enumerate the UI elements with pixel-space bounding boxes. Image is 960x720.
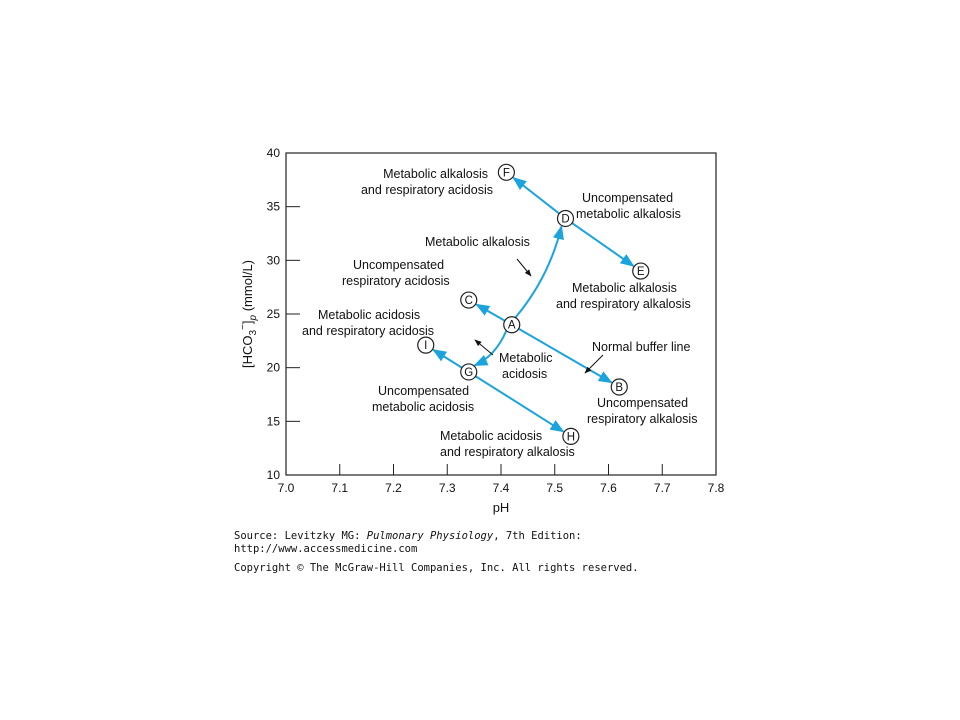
path-g-to-i [432, 349, 463, 369]
point-f [497, 163, 515, 181]
path-g-to-h [474, 375, 565, 433]
point-i [417, 336, 435, 354]
label-metabolic-acidosis-1: Metabolic [499, 351, 553, 365]
label-d-line1: Uncompensated [582, 191, 673, 205]
point-h [562, 427, 580, 445]
point-label-c: C [465, 295, 473, 307]
point-label-e: E [637, 266, 645, 278]
copyright-line: Copyright © The McGraw-Hill Companies, I… [234, 562, 639, 574]
point-e [632, 262, 650, 280]
label-i-line2: and respiratory acidosis [302, 324, 434, 338]
source-credits: Source: Levitzky MG: Pulmonary Physiolog… [234, 530, 639, 575]
label-e-line2: and respiratory alkalosis [556, 297, 691, 311]
x-tick-label: 7.7 [654, 481, 671, 495]
point-label-a: A [508, 320, 516, 332]
x-tick-label: 7.6 [600, 481, 617, 495]
point-label-i: I [424, 340, 427, 352]
y-tick-label: 30 [267, 253, 281, 267]
y-axis-title: [HCO3−]p (mmol/L) [238, 260, 259, 368]
label-d-line2: metabolic alkalosis [576, 207, 681, 221]
x-axis-title: pH [493, 500, 510, 515]
x-tick-label: 7.3 [439, 481, 456, 495]
x-tick-label: 7.8 [708, 481, 725, 495]
y-tick-label: 10 [267, 468, 281, 482]
label-g-line1: Uncompensated [378, 384, 469, 398]
label-metabolic-acidosis-2: acidosis [502, 367, 547, 381]
point-label-g: G [464, 367, 473, 379]
label-metabolic-alkalosis: Metabolic alkalosis [425, 235, 530, 249]
x-tick-label: 7.0 [278, 481, 295, 495]
book-title: Pulmonary Physiology [366, 530, 494, 542]
label-c-line2: respiratory acidosis [342, 274, 450, 288]
point-label-d: D [561, 213, 569, 225]
pointer-metabolic-alkalosis [516, 258, 532, 277]
point-b [610, 378, 628, 396]
x-tick-label: 7.5 [546, 481, 563, 495]
path-a-to-d [514, 225, 564, 319]
point-label-f: F [503, 167, 510, 179]
y-tick-label: 20 [267, 361, 281, 375]
x-axis: 7.0 7.1 7.2 7.3 7.4 7.5 7.6 7.7 7.8 [278, 464, 725, 495]
path-a-to-g [473, 330, 508, 367]
x-tick-label: 7.4 [493, 481, 510, 495]
y-tick-label: 35 [267, 200, 281, 214]
path-d-to-f [512, 176, 560, 215]
point-d [556, 209, 575, 228]
y-tick-label: 40 [267, 146, 281, 160]
label-normal-buffer: Normal buffer line [592, 340, 690, 354]
path-d-to-e [571, 222, 635, 267]
point-label-h: H [567, 431, 575, 443]
point-g [460, 363, 478, 381]
x-tick-label: 7.1 [331, 481, 348, 495]
y-axis: 10 15 20 25 30 35 40 [267, 146, 300, 482]
label-c-line1: Uncompensated [353, 258, 444, 272]
label-b-line2: respiratory alkalosis [587, 412, 697, 426]
path-a-to-b [518, 327, 613, 384]
label-f-line2: and respiratory acidosis [361, 183, 493, 197]
pointer-normal-buffer [584, 354, 604, 374]
point-a [503, 316, 521, 334]
x-tick-label: 7.2 [385, 481, 402, 495]
label-f-line1: Metabolic alkalosis [383, 167, 488, 181]
y-tick-label: 25 [267, 307, 281, 321]
point-c [460, 291, 478, 309]
label-h-line2: and respiratory alkalosis [440, 445, 575, 459]
label-g-line2: metabolic acidosis [372, 400, 474, 414]
point-label-b: B [615, 382, 623, 394]
state-points: A B C D E F G H I [417, 163, 650, 445]
label-b-line1: Uncompensated [597, 396, 688, 410]
source-url: http://www.accessmedicine.com [234, 543, 418, 555]
y-tick-label: 15 [267, 414, 281, 428]
label-i-line1: Metabolic acidosis [318, 308, 420, 322]
label-e-line1: Metabolic alkalosis [572, 281, 677, 295]
path-a-to-c [475, 303, 506, 322]
pathways [432, 176, 635, 433]
label-h-line1: Metabolic acidosis [440, 429, 542, 443]
source-line: Source: Levitzky MG: Pulmonary Physiolog… [234, 530, 582, 542]
pointer-metabolic-acidosis [474, 339, 494, 356]
